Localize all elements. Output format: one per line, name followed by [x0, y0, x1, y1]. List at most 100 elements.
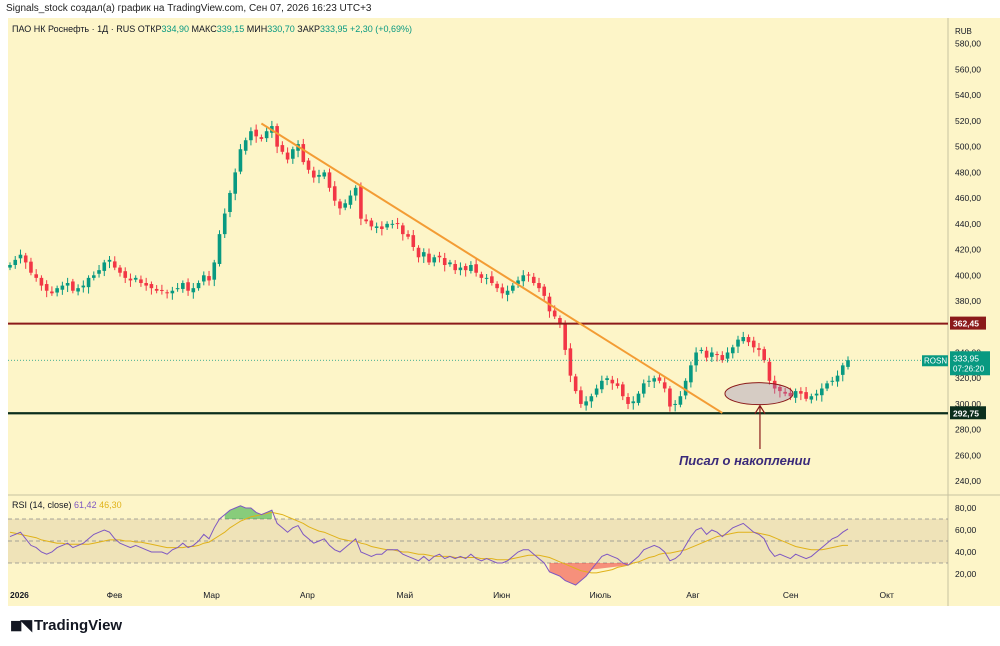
candle-body	[620, 384, 625, 397]
candle-body	[50, 291, 54, 294]
time-tick-label: Май	[396, 590, 413, 600]
last-price-box	[950, 351, 990, 376]
open-value: 334,90	[161, 24, 190, 34]
candle-body	[196, 283, 201, 289]
candle-body	[762, 349, 766, 361]
symbol-tag-label: ROSN	[924, 356, 947, 365]
rsi-tick-label: 40,00	[955, 547, 977, 557]
candle-body	[322, 172, 327, 177]
candle-body	[139, 279, 143, 284]
tradingview-logo-icon: ◼◥	[10, 617, 32, 634]
candle-body	[636, 393, 641, 403]
candle-body	[474, 264, 478, 273]
candle-body	[830, 380, 835, 382]
candle-body	[285, 152, 290, 160]
currency-label: RUB	[955, 27, 972, 36]
candle-body	[181, 283, 185, 289]
downtrend-line	[260, 122, 723, 414]
candle-body	[228, 192, 232, 213]
time-axis-background	[8, 585, 1000, 606]
candle-body	[710, 352, 714, 357]
candle-body	[144, 283, 148, 286]
candle-body	[191, 288, 196, 293]
candle-body	[694, 352, 698, 366]
symbol-title: ПАО НК Роснефть · 1Д · RUS	[12, 24, 136, 34]
time-tick-label: Авг	[686, 590, 699, 600]
candle-body	[92, 275, 96, 278]
candle-body	[631, 401, 636, 404]
candle-body	[39, 277, 44, 286]
candle-body	[395, 223, 400, 225]
candle-body	[416, 247, 421, 258]
candle-body	[207, 276, 211, 281]
candle-body	[311, 170, 316, 178]
candle-body	[264, 131, 269, 139]
candle-body	[678, 396, 683, 405]
candle-body	[343, 203, 347, 208]
candle-body	[427, 253, 431, 263]
candle-body	[835, 375, 840, 382]
time-tick-label: Мар	[203, 590, 220, 600]
candle-body	[364, 219, 368, 222]
candle-body	[720, 355, 725, 361]
candle-body	[783, 391, 787, 394]
low-value: 330,70	[267, 24, 295, 34]
candle-body	[568, 348, 573, 376]
price-tick-label: 540,00	[955, 90, 981, 100]
candle-body	[736, 339, 740, 347]
candle-body	[804, 392, 808, 399]
candle-body	[689, 365, 693, 383]
symbol-tag-box	[922, 355, 948, 367]
candle-body	[212, 262, 217, 280]
candle-body	[673, 403, 677, 405]
candle-body	[809, 396, 814, 400]
price-tick-label: 300,00	[955, 399, 981, 409]
candle-body	[799, 391, 803, 394]
support-price-label: 292,75	[953, 408, 979, 418]
price-tick-label: 320,00	[955, 373, 981, 383]
tradingview-brand[interactable]: ◼◥ TradingView	[10, 616, 122, 635]
high-value: 339,15	[216, 24, 245, 34]
candle-body	[44, 284, 49, 291]
candle-body	[469, 265, 473, 271]
candle-body	[259, 137, 264, 139]
price-tick-label: 260,00	[955, 450, 981, 460]
candle-body	[573, 376, 578, 392]
candle-body	[495, 283, 499, 289]
last-price-label: 333,95	[953, 353, 979, 363]
candle-body	[479, 274, 484, 278]
candle-body	[448, 262, 452, 265]
candle-body	[626, 396, 630, 404]
rsi-tick-label: 20,00	[955, 569, 977, 579]
candle-body	[291, 149, 295, 159]
candle-body	[730, 347, 735, 354]
candle-body	[558, 318, 562, 325]
price-tick-label: 520,00	[955, 116, 981, 126]
resistance-price-label-box	[950, 316, 986, 330]
candle-body	[594, 388, 599, 395]
high-label: МАКС	[191, 24, 217, 34]
candle-body	[406, 234, 410, 237]
candle-body	[97, 270, 101, 274]
time-tick-label: Апр	[300, 590, 315, 600]
candle-body	[186, 282, 190, 291]
rsi-overbought-fill	[224, 505, 272, 519]
candle-body	[715, 354, 719, 356]
candle-body	[233, 172, 238, 194]
candle-body	[374, 226, 379, 228]
candle-body	[133, 277, 138, 280]
candle-body	[647, 380, 651, 382]
change-value: +2,30 (+0,69%)	[350, 24, 413, 34]
candle-body	[369, 220, 374, 227]
candle-body	[170, 290, 175, 294]
candle-body	[772, 380, 777, 389]
candle-body	[359, 186, 363, 219]
price-tick-label: 420,00	[955, 245, 981, 255]
candle-body	[531, 276, 536, 284]
candle-body	[8, 265, 12, 268]
candle-body	[563, 324, 567, 350]
candle-body	[442, 258, 447, 266]
price-tick-label: 480,00	[955, 167, 981, 177]
price-tick-label: 280,00	[955, 425, 981, 435]
